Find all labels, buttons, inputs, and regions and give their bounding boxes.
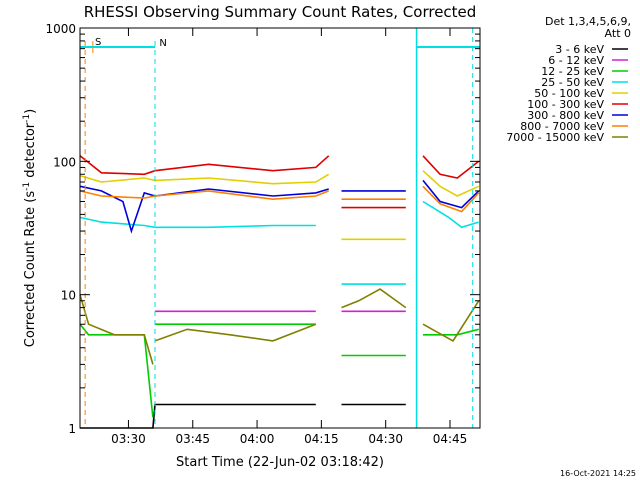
series-line-4-seg-2 [422,170,480,197]
legend-label-4: 50 - 100 keV [534,87,604,100]
legend-label-1: 6 - 12 keV [548,54,604,67]
series-line-8-seg-1 [154,323,317,342]
x-tick-label-1: 03:45 [175,432,210,446]
x-tick-label-0: 03:30 [111,432,146,446]
series-line-6-seg-2 [422,179,480,209]
series-line-2-seg-3 [423,328,479,336]
series-line-5-seg-2 [422,155,480,179]
legend-header-line-2: Att 0 [605,27,631,40]
series-line-6-seg-0 [79,185,329,234]
x-axis: 03:30 03:45 04:00 04:15 04:30 04:45 [111,28,467,446]
x-tick-label-2: 04:00 [240,432,275,446]
legend-label-8: 7000 - 15000 keV [506,131,604,144]
legend-label-3: 25 - 50 keV [541,76,604,89]
y-tick-label-0: 1 [68,422,76,436]
series-line-2-seg-0 [79,323,154,418]
y-tick-label-2: 100 [53,155,76,169]
y-tick-label-3: 1000 [45,22,76,36]
legend-label-7: 800 - 7000 keV [520,120,604,133]
legend-label-5: 100 - 300 keV [527,98,604,111]
series-layer [79,155,480,429]
legend-label-6: 300 - 800 keV [527,109,604,122]
x-tick-label-5: 04:45 [433,432,468,446]
x-tick-label-3: 04:15 [304,432,339,446]
night-flag-label: N [159,38,166,49]
series-line-7-seg-2 [422,185,480,213]
plot-frame [79,27,481,429]
series-line-4-seg-0 [79,173,330,185]
legend-label-2: 12 - 25 keV [541,65,604,78]
chart-title: RHESSI Observing Summary Count Rates, Co… [84,3,477,21]
series-line-8-seg-0 [79,294,154,365]
series-line-3-seg-0 [79,216,316,229]
series-line-3-seg-2 [422,200,479,229]
series-line-8-seg-3 [422,300,480,342]
series-line-7-seg-0 [79,190,329,201]
y-tick-label-1: 10 [61,289,76,303]
footer-timestamp: 16-Oct-2021 14:25 [560,469,636,478]
legend-label-0: 3 - 6 keV [555,43,604,56]
saa-flag-label: S [95,37,101,48]
legend-header-line-1: Det 1,3,4,5,6,9, [545,15,631,28]
y-axis: 1 10 100 1000 [45,22,480,436]
x-axis-label: Start Time (22-Jun-02 03:18:42) [176,455,384,470]
x-tick-label-4: 04:30 [368,432,403,446]
series-line-5-seg-0 [79,155,330,176]
series-line-0-seg-0 [80,403,316,429]
series-line-8-seg-2 [341,288,407,309]
y-axis-label: Corrected Count Rate (s-1 detector-1) [22,109,38,347]
